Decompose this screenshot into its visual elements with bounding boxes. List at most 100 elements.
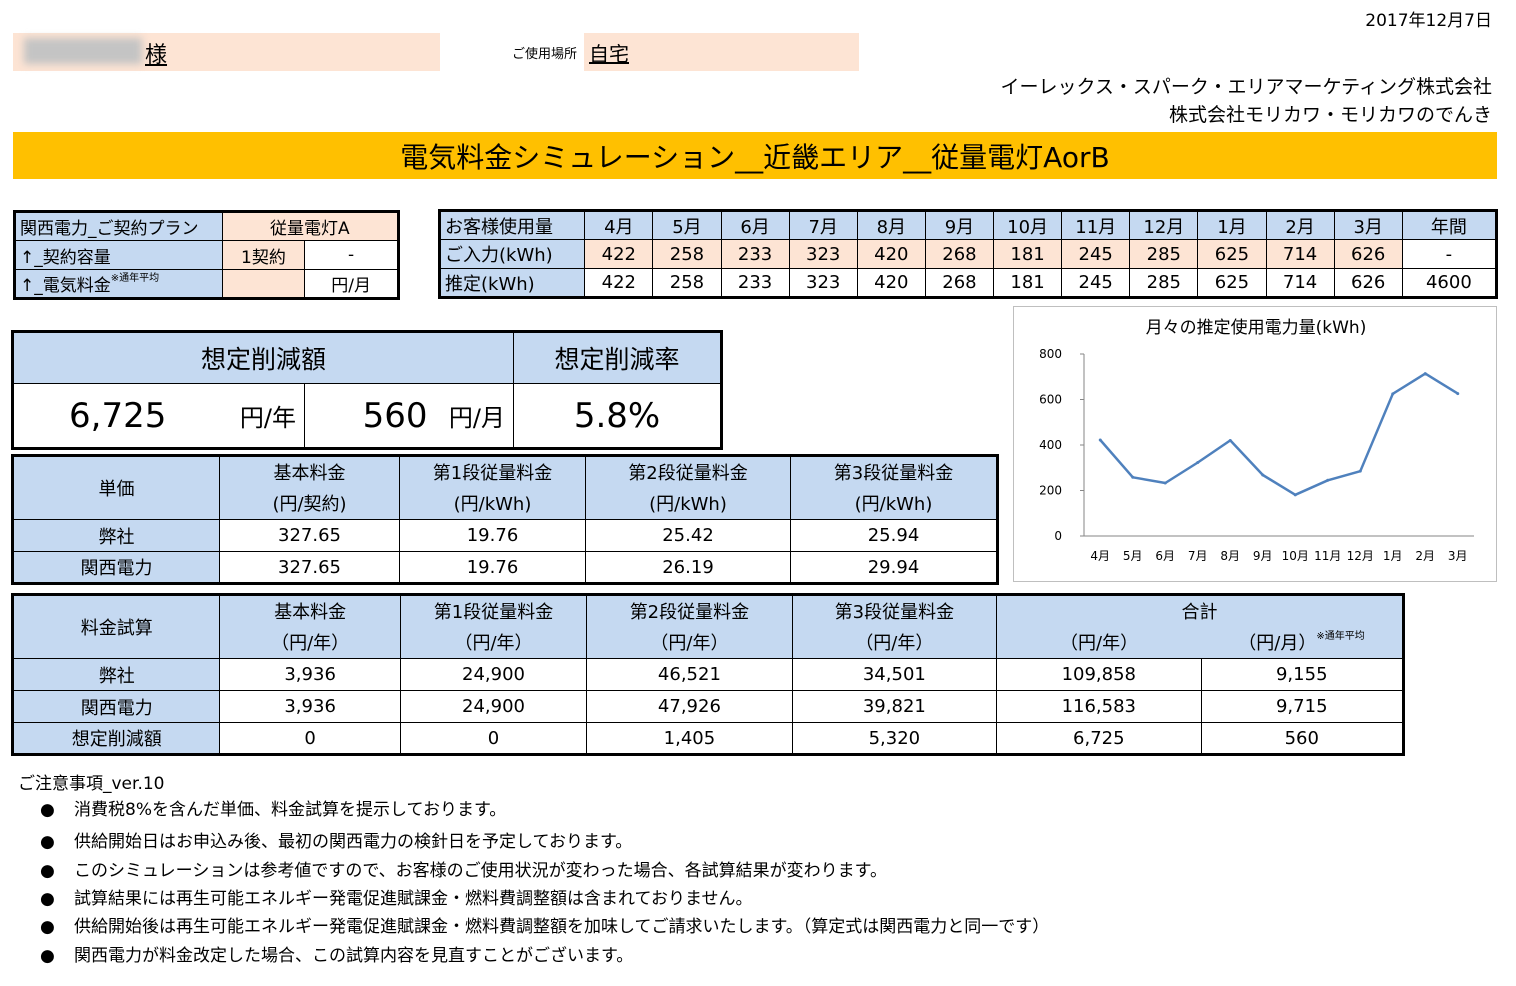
usage-input-cell[interactable]: 420	[856, 239, 926, 269]
fee-calc-cell: 0	[219, 722, 401, 755]
usage-input-cell[interactable]: 625	[1197, 239, 1267, 269]
fee-calc-cell: 46,521	[586, 658, 793, 691]
usage-data-point	[1456, 392, 1460, 396]
notes-title: ご注意事項_ver.10	[18, 774, 165, 794]
bullet-icon: ●	[40, 861, 55, 881]
unit-price-header: 基本料金	[219, 455, 400, 488]
usage-month-header: 12月	[1129, 210, 1199, 240]
usage-estimate-cell: 422	[584, 268, 654, 298]
document-date: 2017年12月7日	[1365, 11, 1492, 31]
fee-calc-cell: 34,501	[791, 658, 998, 691]
plan-label: 関西電力_ご契約プラン	[14, 211, 223, 241]
fee-calc-header: 第3段従量料金	[791, 594, 998, 627]
bullet-icon: ●	[40, 917, 55, 937]
unit-price-header: 第3段従量料金	[790, 455, 998, 488]
fee-calc-row: 想定削減額 0 0 1,405 5,320 6,725 560	[11, 722, 1405, 755]
usage-estimate-cell: 268	[924, 268, 995, 298]
savings-yearly-value: 6,725	[12, 383, 208, 449]
fee-calc-row: 弊社 3,936 24,900 46,521 34,501 109,858 9,155	[11, 658, 1405, 691]
honorific: 様	[145, 43, 168, 68]
usage-input-cell[interactable]: 714	[1265, 239, 1335, 269]
unit-price-cell: 26.19	[585, 551, 791, 584]
fee-calc-cell: 560	[1200, 722, 1405, 755]
bill-unit: 円/月	[304, 269, 399, 299]
savings-monthly-unit: 円/月	[429, 383, 515, 449]
usage-month-header: 9月	[924, 210, 995, 240]
usage-month-header: 3月	[1333, 210, 1403, 240]
unit-price-corner: 単価	[12, 455, 220, 520]
bill-label: ↑_電気料金※通年平均	[14, 269, 223, 299]
bill-value	[221, 269, 306, 299]
fee-calc-table: 料金試算 基本料金 第1段従量料金 第2段従量料金 第3段従量料金 合計 （円/年） （円…	[11, 593, 1405, 756]
usage-data-point	[1131, 475, 1135, 479]
usage-input-cell[interactable]: 323	[788, 239, 858, 269]
note-item: ● 関西電力が料金改定した場合、この試算内容を見直すことがございます。	[40, 941, 633, 966]
usage-header-label: お客様使用量	[438, 210, 586, 240]
note-item: ● このシミュレーションは参考値ですので、お客様のご使用状況が変わった場合、各試算…	[40, 856, 887, 881]
usage-data-point	[1228, 438, 1232, 442]
usage-month-header: 5月	[652, 210, 722, 240]
fee-calc-header-unit: （円/年）	[219, 626, 401, 659]
unit-price-cell: 25.94	[790, 519, 998, 552]
usage-input-cell[interactable]: 258	[652, 239, 722, 269]
usage-estimate-cell: 245	[1061, 268, 1131, 298]
note-text: 関西電力が料金改定した場合、この試算内容を見直すことがございます。	[74, 946, 634, 966]
usage-month-header: 11月	[1061, 210, 1131, 240]
usage-data-point	[1098, 438, 1102, 442]
usage-input-cell[interactable]: 233	[720, 239, 790, 269]
fee-calc-header: 基本料金	[219, 594, 401, 627]
bill-row: ↑_電気料金※通年平均 円/月	[14, 269, 399, 299]
fee-calc-cell: 24,900	[399, 690, 588, 723]
fee-calc-cell: 3,936	[219, 658, 401, 691]
note-text: 消費税8%を含んだ単価、料金試算を提示しております。	[74, 800, 507, 820]
y-tick-label: 800	[1039, 347, 1062, 361]
savings-value-row: 6,725 円/年 560 円/月 5.8%	[12, 383, 723, 449]
x-tick-label: 3月	[1448, 549, 1468, 563]
usage-table: お客様使用量 4月 5月 6月 7月 8月 9月 10月 11月 12月 1月 2月 3月 年間 ご入力…	[438, 209, 1498, 299]
usage-input-cell[interactable]: 285	[1129, 239, 1199, 269]
bullet-icon: ●	[40, 800, 55, 820]
y-tick-label: 600	[1039, 393, 1062, 407]
usage-month-header: 1月	[1197, 210, 1267, 240]
unit-price-cell: 327.65	[219, 519, 400, 552]
usage-input-cell[interactable]: 268	[924, 239, 995, 269]
usage-estimate-label: 推定(kWh)	[438, 268, 586, 298]
usage-input-cell[interactable]: 422	[584, 239, 654, 269]
y-tick-label: 200	[1039, 484, 1062, 498]
usage-estimate-cell: 233	[720, 268, 790, 298]
bullet-icon: ●	[40, 946, 55, 966]
capacity-row: ↑_契約容量 1契約 -	[14, 240, 399, 270]
unit-price-header-unit: (円/kWh)	[585, 487, 791, 520]
usage-estimate-cell: 258	[652, 268, 722, 298]
usage-chart-svg: 月々の推定使用電力量(kWh) 0 200 400 600 800 4月 5月 6月 7月 8月 9月…	[1039, 317, 1474, 563]
usage-data-point	[1326, 478, 1330, 482]
unit-price-row: 弊社 327.65 19.76 25.42 25.94	[12, 519, 998, 552]
note-item: ● 試算結果には再生可能エネルギー発電促進賦課金・燃料費調整額は含まれておりません…	[40, 884, 752, 909]
fee-calc-total-month-unit: （円/月）	[1238, 633, 1317, 655]
unit-price-header-top: 単価 基本料金 第1段従量料金 第2段従量料金 第3段従量料金	[12, 455, 998, 520]
y-tick-label: 0	[1054, 529, 1062, 543]
usage-input-cell[interactable]: 245	[1061, 239, 1131, 269]
x-tick-label: 8月	[1220, 549, 1240, 563]
bill-label-text: ↑_電気料金	[20, 276, 111, 296]
usage-chart: 月々の推定使用電力量(kWh) 0 200 400 600 800 4月 5月 6月 7月 8月 9月…	[1013, 306, 1497, 582]
usage-estimate-cell: 323	[788, 268, 858, 298]
place-label: ご使用場所	[512, 47, 578, 62]
usage-input-cell[interactable]: 181	[993, 239, 1063, 269]
fee-calc-cell: 109,858	[996, 658, 1202, 691]
fee-calc-total-month-cell: （円/月）※通年平均	[1201, 626, 1405, 659]
capacity-value: 1契約	[221, 240, 306, 270]
usage-data-point	[1163, 481, 1167, 485]
fee-calc-header: 第2段従量料金	[586, 594, 793, 627]
fee-calc-total-header: 合計	[996, 594, 1404, 627]
bullet-icon: ●	[40, 832, 55, 852]
usage-input-cell[interactable]: 626	[1333, 239, 1403, 269]
unit-price-header-unit: (円/契約)	[219, 487, 400, 520]
usage-header-row: お客様使用量 4月 5月 6月 7月 8月 9月 10月 11月 12月 1月 2月 3月 年間	[438, 210, 1498, 240]
usage-estimate-cell: 4600	[1401, 268, 1498, 298]
x-tick-label: 4月	[1090, 549, 1110, 563]
unit-price-cell: 29.94	[790, 551, 998, 584]
unit-price-cell: 19.76	[399, 551, 586, 584]
fee-calc-cell: 3,936	[219, 690, 401, 723]
unit-price-row: 関西電力 327.65 19.76 26.19 29.94	[12, 551, 998, 584]
